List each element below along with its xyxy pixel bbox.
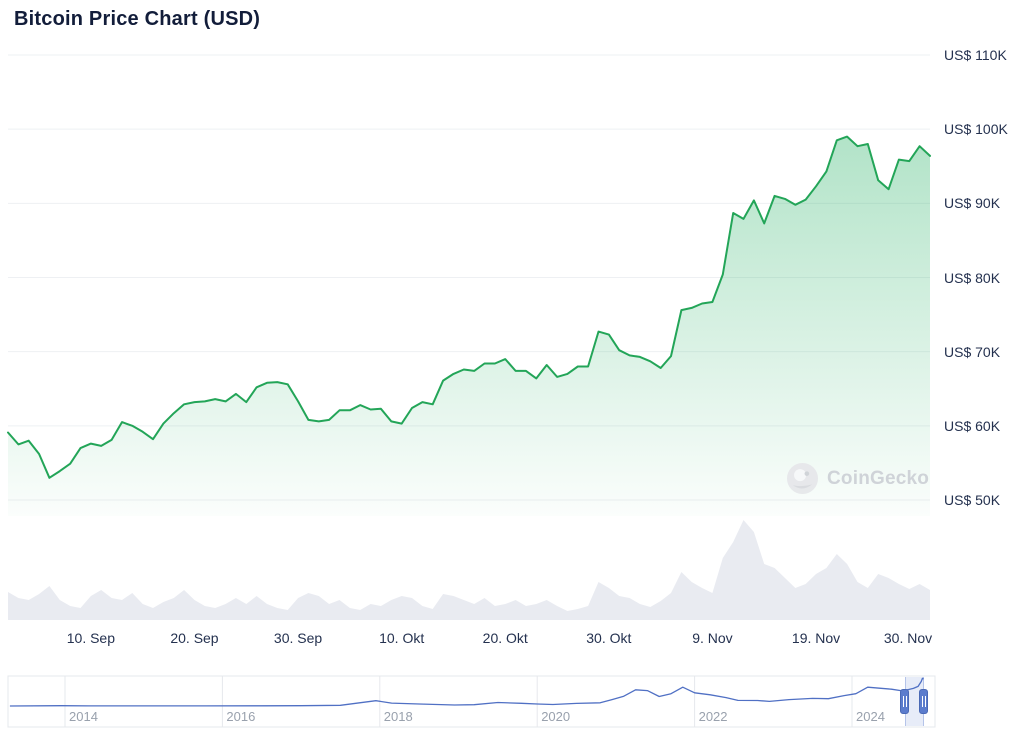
price-plot-area[interactable] — [8, 45, 930, 620]
x-axis-label: 10. Okt — [379, 630, 425, 646]
x-axis-label: 30. Nov — [883, 630, 933, 646]
handle-grip — [902, 696, 904, 707]
watermark-text: CoinGecko — [827, 467, 930, 489]
navigator-year-label: 2018 — [383, 709, 413, 724]
navigator-year-label: 2014 — [69, 709, 98, 724]
x-axis-label: 20. Okt — [482, 630, 528, 646]
handle-grip — [905, 696, 907, 707]
y-axis-label: US$ 50K — [944, 492, 1001, 508]
navigator-year-label: 2022 — [698, 709, 728, 724]
x-axis-label: 30. Sep — [273, 630, 323, 646]
handle-grip — [924, 696, 926, 707]
x-axis-label: 30. Okt — [586, 630, 632, 646]
handle-grip — [921, 696, 923, 707]
volume-series — [8, 520, 930, 620]
navigator-year-label: 2016 — [226, 709, 256, 724]
navigator-left-handle[interactable] — [900, 689, 909, 714]
coingecko-watermark: CoinGecko — [786, 462, 929, 495]
x-axis-label: 19. Nov — [791, 630, 841, 646]
navigator-frame — [7, 675, 936, 728]
coingecko-logo-icon — [786, 462, 819, 495]
y-axis-label: US$ 100K — [944, 121, 1008, 138]
x-axis-label: 10. Sep — [66, 630, 116, 646]
y-axis-label: US$ 110K — [944, 47, 1007, 63]
x-axis-label: 9. Nov — [692, 630, 733, 646]
price-line-series — [7, 135, 931, 479]
x-axis-label: 20. Sep — [170, 630, 219, 646]
navigator-right-handle[interactable] — [919, 689, 928, 714]
price-area-fill — [8, 136, 930, 516]
y-axis-label: US$ 90K — [944, 195, 1001, 212]
navigator-series — [9, 677, 924, 707]
y-axis-label: US$ 60K — [944, 417, 1001, 434]
y-axis-label: US$ 80K — [944, 269, 1001, 286]
page-title: Bitcoin Price Chart (USD) — [14, 8, 261, 30]
navigator-year-label: 2024 — [856, 709, 885, 724]
y-axis-label: US$ 70K — [944, 343, 1001, 360]
navigator-year-label: 2020 — [541, 709, 571, 724]
